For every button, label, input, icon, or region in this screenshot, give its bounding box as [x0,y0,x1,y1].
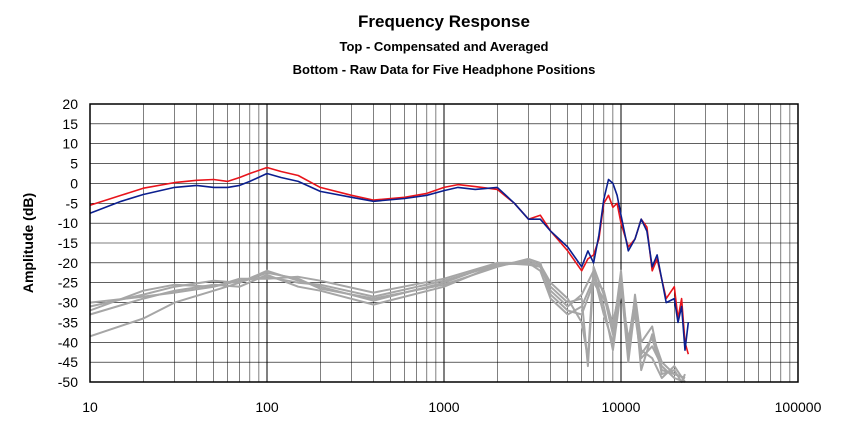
y-tick-label: -30 [58,295,78,311]
y-tick-label: -45 [58,354,78,370]
y-tick-label: 20 [62,96,78,112]
x-tick-label: 10000 [602,399,641,415]
chart-subtitle-top: Top - Compensated and Averaged [339,39,549,54]
x-tick-label: 100000 [775,399,822,415]
series-line [89,261,686,383]
y-tick-label: -50 [58,374,78,390]
series-line [89,257,686,379]
y-tick-label: 15 [62,116,78,132]
x-tick-label: 10 [82,399,98,415]
y-tick-label: -15 [58,235,78,251]
x-tick-label: 100 [255,399,279,415]
plot-frame [89,103,799,383]
y-tick-label: 10 [62,136,78,152]
y-tick-label: -20 [58,255,78,271]
data-series [89,166,690,383]
y-tick-label: -5 [66,195,79,211]
y-tick-label: -35 [58,314,78,330]
y-tick-label: 0 [70,175,78,191]
y-tick-label: 5 [70,156,78,172]
series-line [89,172,690,352]
chart-subtitle-bottom: Bottom - Raw Data for Five Headphone Pos… [292,62,596,77]
x-tick-label: 1000 [428,399,459,415]
y-tick-label: -25 [58,275,78,291]
chart-title: Frequency Response [358,12,530,31]
y-tick-label: -10 [58,215,78,231]
y-tick-label: -40 [58,334,78,350]
